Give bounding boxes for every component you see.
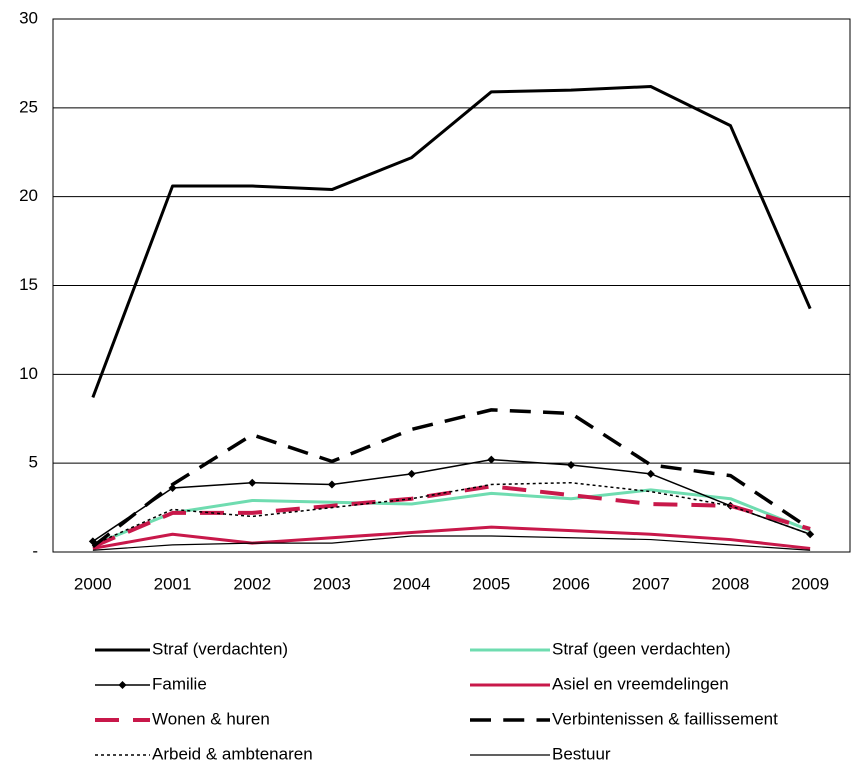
legend-label: Familie — [152, 674, 207, 693]
y-tick-label: - — [32, 541, 38, 560]
data-marker — [248, 478, 257, 487]
x-tick-label: 2006 — [552, 574, 590, 593]
y-tick-label: 20 — [19, 186, 38, 205]
x-tick-label: 2002 — [233, 574, 271, 593]
legend-label: Straf (geen verdachten) — [552, 639, 731, 658]
y-tick-label: 5 — [29, 453, 38, 472]
series-line — [92, 525, 811, 550]
y-tick-label: 10 — [19, 364, 38, 383]
legend-label: Asiel en vreemdelingen — [552, 674, 729, 693]
x-tick-label: 2000 — [74, 574, 112, 593]
data-marker — [567, 460, 576, 469]
x-tick-label: 2003 — [313, 574, 351, 593]
legend-label: Straf (verdachten) — [152, 639, 288, 658]
series-line — [92, 458, 811, 542]
x-tick-label: 2007 — [632, 574, 670, 593]
y-tick-label: 15 — [19, 275, 38, 294]
x-tick-label: 2008 — [712, 574, 750, 593]
series-line — [92, 488, 811, 547]
legend-label: Wonen & huren — [152, 709, 270, 728]
x-tick-label: 2009 — [791, 574, 829, 593]
x-tick-label: 2004 — [393, 574, 431, 593]
data-marker — [327, 480, 336, 489]
legend-label: Arbeid & ambtenaren — [152, 744, 313, 760]
series-line — [92, 535, 811, 551]
y-tick-label: 30 — [19, 8, 38, 27]
series-line — [91, 85, 812, 398]
x-tick-label: 2001 — [154, 574, 192, 593]
legend-label: Verbintenissen & faillissement — [552, 709, 778, 728]
legend-marker — [118, 681, 127, 689]
data-marker — [168, 484, 177, 493]
y-tick-label: 25 — [19, 97, 38, 116]
series-line — [91, 408, 812, 549]
series-line — [92, 481, 811, 546]
data-marker — [487, 455, 496, 464]
data-marker — [407, 469, 416, 478]
x-tick-label: 2005 — [472, 574, 510, 593]
plot-border — [52, 18, 851, 553]
data-marker — [646, 469, 655, 478]
legend-label: Bestuur — [552, 744, 611, 760]
